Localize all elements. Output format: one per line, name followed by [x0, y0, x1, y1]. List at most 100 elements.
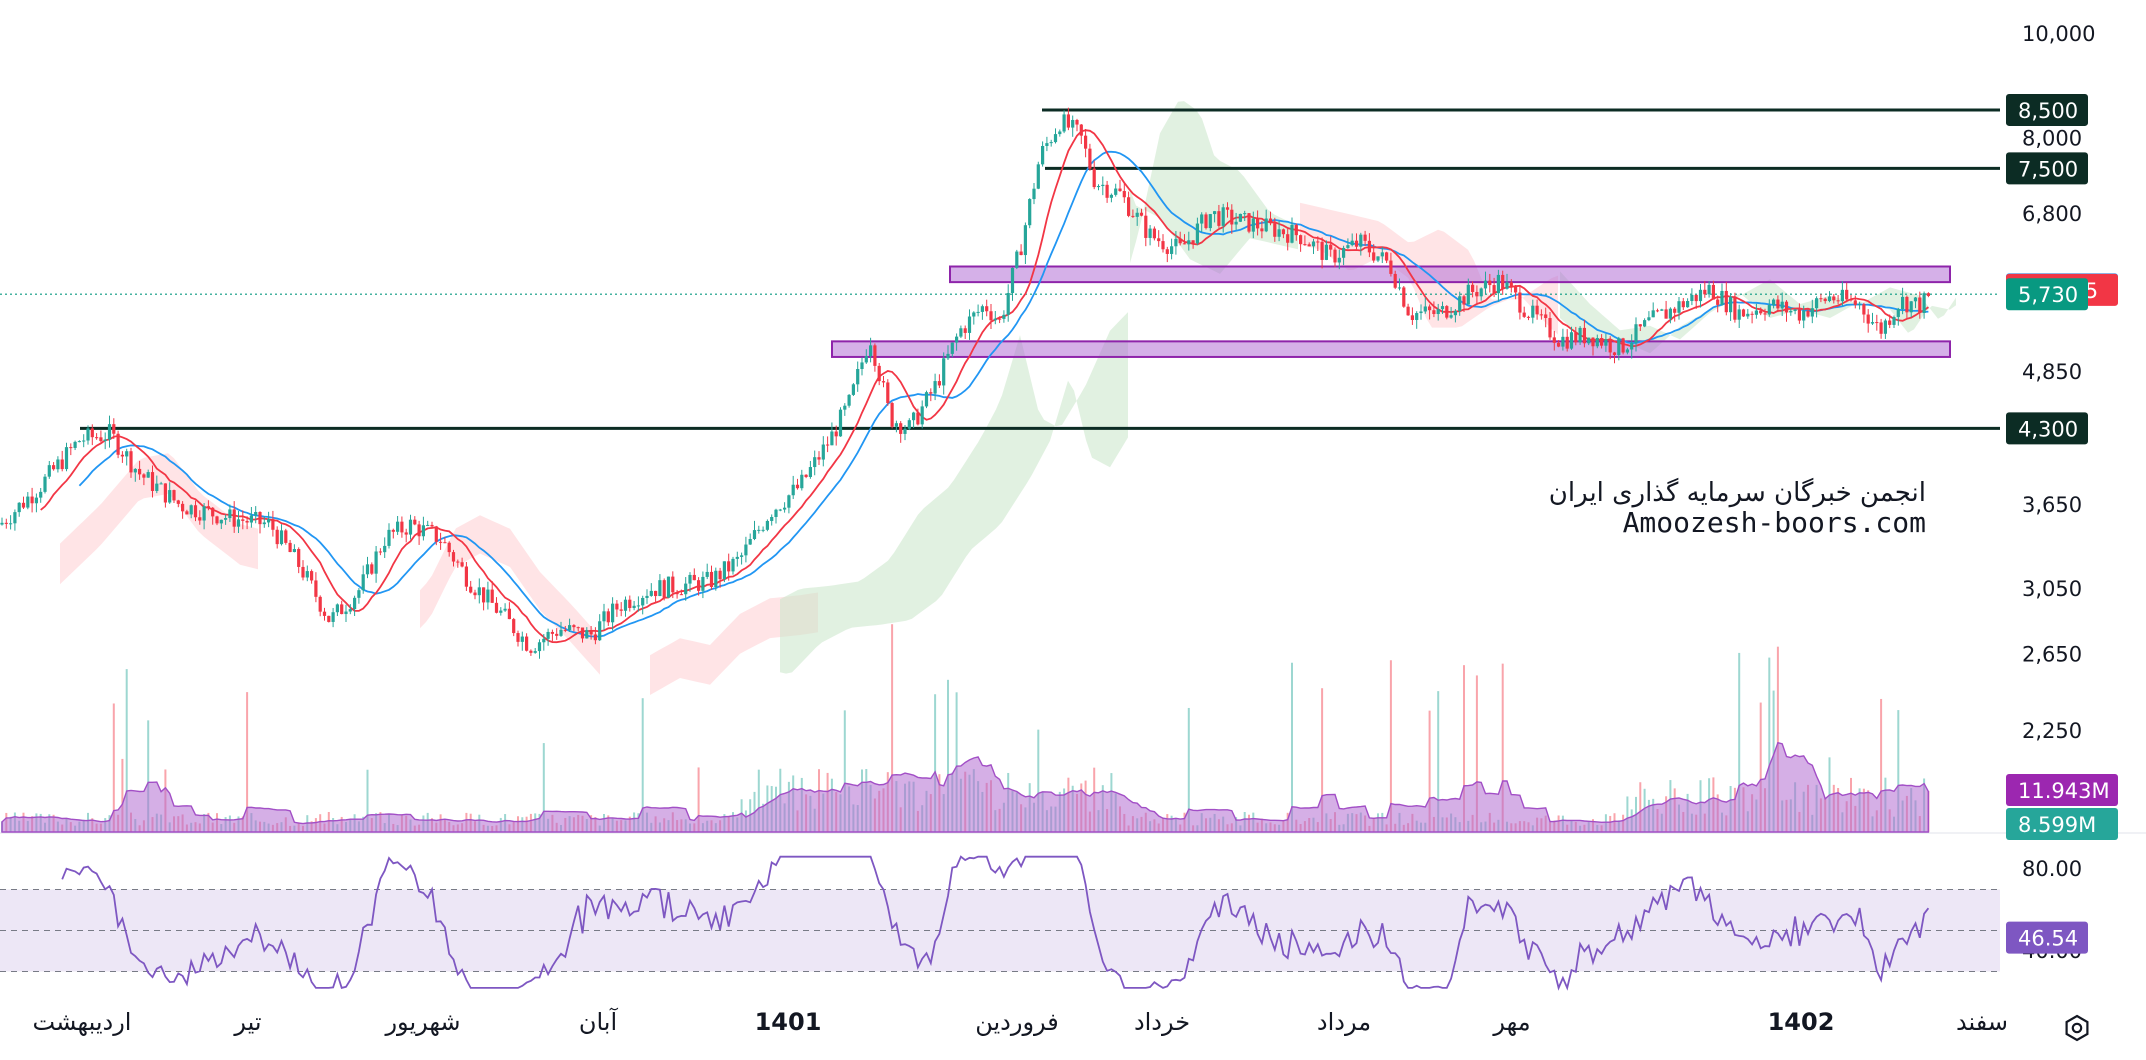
candle-body: [1354, 240, 1359, 247]
candle: [1359, 232, 1363, 256]
candle-body: [494, 602, 499, 613]
candle-body: [361, 574, 365, 591]
candle-body: [254, 511, 258, 516]
volume-badge: [2006, 774, 2118, 806]
candle: [1135, 208, 1139, 226]
candle-body: [176, 500, 180, 504]
volume-bar: [1037, 729, 1040, 832]
candle: [486, 581, 490, 610]
candle: [770, 514, 774, 526]
candle-body: [735, 556, 739, 559]
candle-body: [340, 604, 344, 615]
candle-body: [688, 574, 692, 584]
candle-body: [1135, 212, 1139, 217]
volume-bar: [366, 769, 369, 832]
candle: [1299, 234, 1303, 252]
candle-body: [1191, 240, 1195, 244]
candle: [1471, 281, 1475, 298]
candle: [1096, 184, 1101, 191]
candle-body: [1737, 309, 1741, 320]
candle-body: [1213, 211, 1217, 215]
candle: [1522, 306, 1526, 318]
candle-body: [894, 423, 898, 427]
candle: [847, 394, 851, 408]
candle: [1062, 110, 1066, 134]
candle: [916, 408, 920, 426]
candle: [60, 450, 64, 472]
candle: [740, 552, 744, 565]
candle-body: [1380, 252, 1384, 257]
candle-body: [920, 406, 924, 425]
candle-body: [1638, 324, 1642, 327]
candle: [82, 434, 86, 448]
candle-body: [383, 545, 387, 553]
candle: [718, 567, 722, 588]
candle: [447, 541, 451, 557]
candle: [1608, 336, 1612, 360]
candle: [752, 520, 757, 541]
candle: [1870, 312, 1875, 326]
candle: [666, 576, 671, 598]
candle-body: [1716, 299, 1720, 305]
candle-body: [1832, 296, 1836, 301]
rsi-line: [61, 855, 1930, 991]
candle-body: [125, 451, 129, 457]
candle: [1823, 297, 1827, 304]
candle-body: [1797, 309, 1801, 321]
time-axis-label: خرداد: [1134, 1008, 1190, 1036]
moving-average-fast: [40, 129, 1929, 644]
candle-body: [142, 474, 146, 478]
candle: [1415, 311, 1419, 329]
candle: [1488, 273, 1492, 293]
candle: [1311, 238, 1316, 254]
candle: [310, 569, 314, 584]
candle-body: [1815, 298, 1819, 309]
candle: [980, 304, 984, 320]
candle-body: [709, 571, 714, 588]
candle: [838, 407, 843, 437]
candle-body: [1045, 143, 1049, 146]
candle-body: [649, 590, 653, 596]
candle: [1565, 329, 1569, 352]
candle: [181, 501, 185, 519]
candle: [1892, 315, 1896, 328]
candle: [804, 474, 808, 479]
candle: [86, 425, 90, 445]
candle-body: [783, 507, 787, 510]
candle-body: [1316, 241, 1320, 243]
volume-badge-label: 8.599M: [2018, 813, 2096, 837]
candle-body: [1096, 186, 1101, 188]
candle: [1810, 299, 1814, 324]
volume-bar: [757, 769, 760, 832]
candle-body: [0, 522, 4, 525]
support-resistance-zone: [831, 340, 1951, 358]
candle-body: [64, 447, 69, 470]
candle-body: [838, 409, 843, 437]
candle-body: [95, 437, 99, 439]
candle: [1909, 300, 1913, 318]
candle-body: [1359, 234, 1363, 247]
candle: [1342, 245, 1346, 266]
candle-body: [374, 551, 378, 574]
candle-body: [1178, 238, 1182, 244]
candle-body: [344, 611, 348, 615]
candle: [430, 521, 434, 529]
candle: [1655, 308, 1660, 313]
candle: [64, 442, 69, 472]
candle: [1840, 281, 1844, 306]
candle-body: [1032, 188, 1036, 200]
candle: [606, 608, 610, 626]
candle-body: [1565, 336, 1569, 349]
candle: [662, 578, 666, 601]
candle-body: [1918, 297, 1922, 313]
candle-body: [1492, 285, 1496, 294]
candle-body: [1483, 280, 1488, 289]
candle-body: [1604, 339, 1608, 346]
chart-settings-icon[interactable]: [2062, 1013, 2092, 1043]
candle-body: [731, 558, 735, 572]
candle-body: [1879, 322, 1883, 334]
candle: [929, 388, 933, 402]
candle-body: [1686, 301, 1690, 308]
